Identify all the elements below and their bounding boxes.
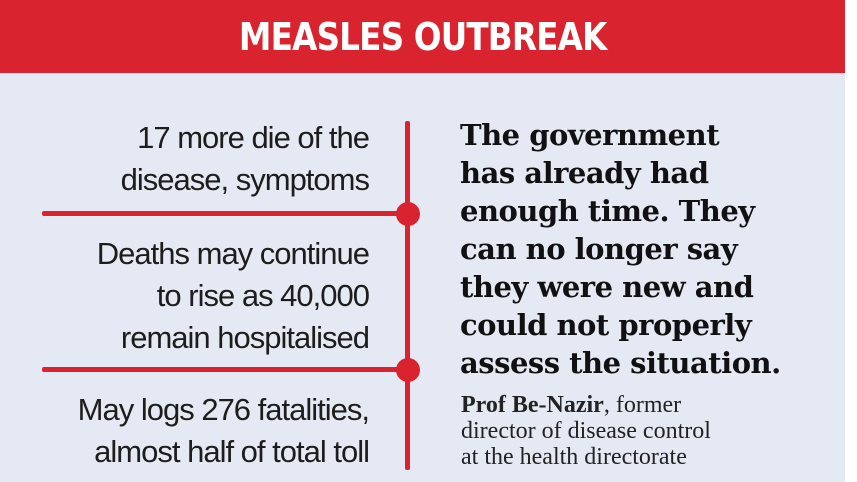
fact-2-line-3: remain hospitalised <box>120 320 370 355</box>
attribution-role-start: , former <box>603 392 682 418</box>
fact-1-line-2: disease, symptoms <box>120 162 370 197</box>
fact-2-line-1: Deaths may continue <box>96 236 370 271</box>
quote-line-7: assess the situation. <box>460 346 781 380</box>
timeline-dot-2 <box>396 358 420 382</box>
fact-block-2: Deaths may continue to rise as 40,000 re… <box>96 233 370 359</box>
fact-2-line-2: to rise as 40,000 <box>156 278 370 313</box>
attribution-name: Prof Be-Nazir <box>461 392 604 418</box>
timeline-vertical-line <box>405 121 410 470</box>
attribution-line-1: Prof Be-Nazir, former <box>461 392 711 418</box>
quote-line-6: could not properly <box>460 308 752 342</box>
quote-line-2: has already had <box>460 156 709 190</box>
quote-attribution: Prof Be-Nazir, former director of diseas… <box>461 392 711 470</box>
quote-line-1: The government <box>460 118 720 152</box>
attribution-line-2: director of disease control <box>461 418 711 444</box>
page-edge <box>845 0 857 482</box>
fact-1-line-1: 17 more die of the <box>137 120 370 155</box>
fact-block-3: May logs 276 fatalities, almost half of … <box>77 389 370 473</box>
divider-line-2 <box>42 367 406 372</box>
fact-3-line-2: almost half of total toll <box>94 434 370 469</box>
title-banner: MEASLES OUTBREAK <box>0 0 845 73</box>
fact-3-line-1: May logs 276 fatalities, <box>77 392 370 427</box>
divider-line-1 <box>42 211 406 216</box>
attribution-line-3: at the health directorate <box>461 444 687 470</box>
headline: MEASLES OUTBREAK <box>238 14 607 59</box>
pull-quote: The government has already had enough ti… <box>460 116 781 382</box>
quote-line-5: they were new and <box>460 270 754 304</box>
timeline-dot-1 <box>396 202 420 226</box>
quote-line-3: enough time. They <box>460 194 755 228</box>
quote-line-4: can no longer say <box>460 232 738 266</box>
fact-block-1: 17 more die of the disease, symptoms <box>120 117 370 201</box>
